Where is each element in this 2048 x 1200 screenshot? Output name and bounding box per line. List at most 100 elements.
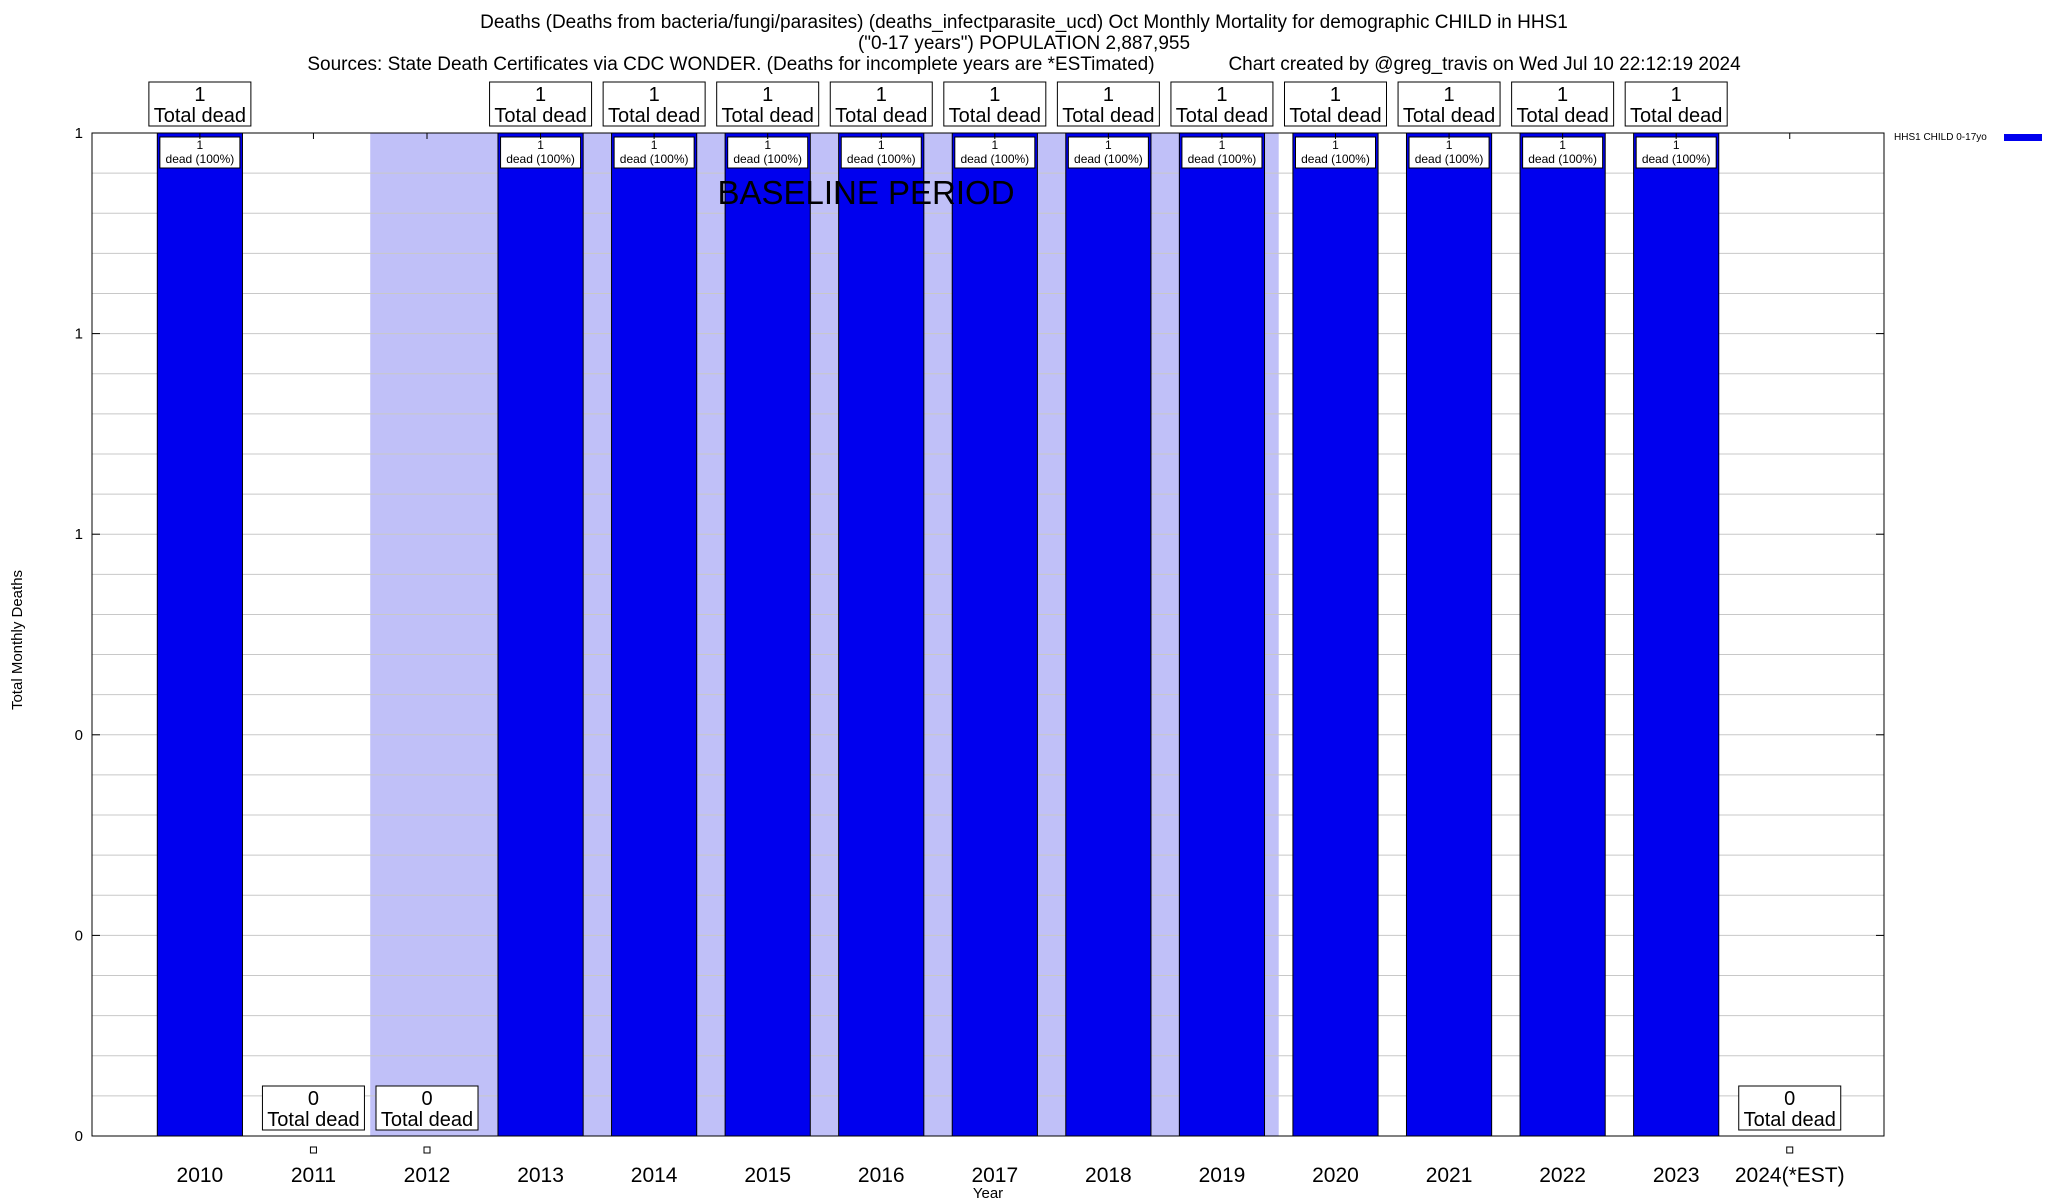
total-dead-text: Total dead xyxy=(494,105,586,127)
bar-2017 xyxy=(951,132,1038,1137)
total-dead-count: 1 xyxy=(1671,84,1682,106)
total-dead-box xyxy=(829,81,933,127)
total-dead-box xyxy=(1511,81,1615,127)
total-dead-box xyxy=(1283,81,1387,127)
total-dead-box xyxy=(1170,81,1274,127)
y-tick-label: 0 xyxy=(75,727,83,744)
bar-dead-text: dead (100%) xyxy=(733,152,802,166)
bar-dead-text: dead (100%) xyxy=(506,152,575,166)
bar-2014 xyxy=(611,132,698,1137)
bar-dead-box xyxy=(1408,136,1490,169)
total-dead-text: Total dead xyxy=(267,1109,359,1131)
x-tick-label: 2024(*EST) xyxy=(1735,1164,1845,1187)
total-dead-count: 1 xyxy=(1330,84,1341,106)
bar-dead-count: 1 xyxy=(1559,138,1566,152)
bar-dead-box xyxy=(1294,136,1376,169)
bar-dead-count: 1 xyxy=(1219,138,1226,152)
x-tick-label: 2012 xyxy=(404,1164,451,1187)
total-dead-count: 0 xyxy=(421,1088,432,1110)
total-dead-text: Total dead xyxy=(1176,105,1268,127)
bar-dead-count: 1 xyxy=(537,138,544,152)
total-dead-text: Total dead xyxy=(608,105,700,127)
zero-marker-2012 xyxy=(423,1146,431,1154)
bar-dead-count: 1 xyxy=(991,138,998,152)
x-tick-label: 2016 xyxy=(858,1164,905,1187)
total-dead-count: 1 xyxy=(876,84,887,106)
bar-2021 xyxy=(1405,132,1493,1137)
total-dead-count: 1 xyxy=(1443,84,1454,106)
axes-layer: 0 0 0 1 1 1 2010 2011 2012 2013 2014 2015 2016 2017 20… xyxy=(75,125,1885,1187)
bar-dead-count: 1 xyxy=(1105,138,1112,152)
bar-dead-count: 1 xyxy=(651,138,658,152)
bar-dead-box xyxy=(954,136,1036,169)
total-dead-text: Total dead xyxy=(1744,1109,1836,1131)
bar-dead-text: dead (100%) xyxy=(1301,152,1370,166)
bar-dead-box xyxy=(159,136,241,169)
zero-marker-2011 xyxy=(309,1146,317,1154)
chart-sources-line: Sources: State Death Certificates via CD… xyxy=(0,54,2048,76)
bar-2016 xyxy=(838,132,925,1137)
bar-2019 xyxy=(1178,132,1266,1137)
bar-dead-text: dead (100%) xyxy=(1188,152,1257,166)
total-dead-box xyxy=(943,81,1047,127)
x-tick-label: 2017 xyxy=(971,1164,1018,1187)
chart-sources: Sources: State Death Certificates via CD… xyxy=(307,54,1155,75)
total-dead-count: 1 xyxy=(1557,84,1568,106)
total-dead-box xyxy=(489,81,593,127)
total-dead-text: Total dead xyxy=(949,105,1041,127)
y-tick-label: 1 xyxy=(75,125,83,142)
chart-subtitle: ("0-17 years") POPULATION 2,887,955 xyxy=(857,33,1191,54)
chart-credit: Chart created by @greg_travis on Wed Jul… xyxy=(1228,54,1741,75)
y-tick-label: 0 xyxy=(75,927,83,944)
total-dead-box xyxy=(716,81,820,127)
x-axis-label: Year xyxy=(973,1185,1003,1200)
x-tick-label: 2020 xyxy=(1312,1164,1359,1187)
y-tick-label: 0 xyxy=(75,1128,83,1145)
baseline-period-label: BASELINE PERIOD xyxy=(717,174,1014,211)
legend-swatch xyxy=(2004,134,2042,141)
x-tick-label: 2021 xyxy=(1426,1164,1473,1187)
total-dead-box xyxy=(148,81,252,127)
total-dead-text: Total dead xyxy=(722,105,814,127)
bar-2015 xyxy=(724,132,811,1137)
total-dead-text: Total dead xyxy=(1289,105,1381,127)
total-dead-box xyxy=(261,1085,365,1131)
total-dead-count: 1 xyxy=(649,84,660,106)
bar-2010 xyxy=(156,132,243,1137)
bar-dead-text: dead (100%) xyxy=(620,152,689,166)
bar-dead-box xyxy=(1522,136,1604,169)
total-dead-count: 1 xyxy=(989,84,1000,106)
y-tick-label: 1 xyxy=(75,526,83,543)
total-dead-text: Total dead xyxy=(381,1109,473,1131)
x-tick-label: 2013 xyxy=(517,1164,564,1187)
total-dead-box xyxy=(1397,81,1501,127)
legend: HHS1 CHILD 0-17yo xyxy=(1894,132,2042,143)
bar-dead-box xyxy=(500,136,582,169)
x-tick-label: 2011 xyxy=(291,1164,336,1187)
bar-2022 xyxy=(1519,132,1606,1137)
bar-2020 xyxy=(1292,132,1379,1137)
x-tick-label: 2015 xyxy=(744,1164,791,1187)
zero-marker-2024(*EST) xyxy=(1786,1146,1794,1154)
y-tick-label: 1 xyxy=(75,326,83,343)
bar-dead-count: 1 xyxy=(1673,138,1680,152)
total-dead-count: 0 xyxy=(308,1088,319,1110)
